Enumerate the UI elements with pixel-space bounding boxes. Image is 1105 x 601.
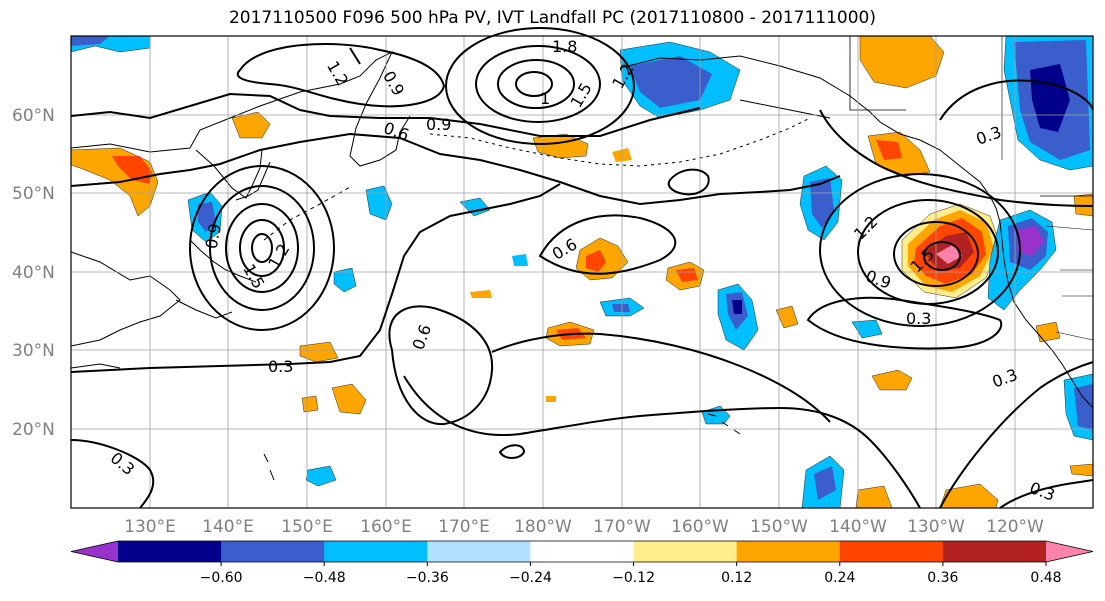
lon-label: 120°W	[986, 517, 1044, 537]
shading-layer	[70, 35, 1094, 509]
contour-label: 0.3	[906, 309, 931, 328]
colorbar-extend-min	[71, 541, 118, 562]
lon-label: 180°W	[514, 517, 572, 537]
lon-label: 170°E	[438, 517, 490, 537]
colorbar-cell	[221, 541, 325, 562]
colorbar-cell	[839, 541, 944, 562]
map-panel: 1.2 0.9 1.8 1.5 1 1.2 0.6 0.9 0.9 1.5 1.…	[70, 27, 1094, 509]
colorbar-tick-label: 0.36	[927, 570, 958, 586]
lon-label: 140°W	[829, 517, 887, 537]
lat-label: 30°N	[12, 341, 55, 361]
colorbar-tick-label: −0.24	[509, 570, 552, 586]
contour-label: 0.9	[202, 222, 225, 250]
contour-label: 1	[540, 89, 550, 108]
colorbar-tick-label: 0.24	[824, 570, 855, 586]
colorbar-tick-label: 0.12	[721, 570, 752, 586]
colorbar: −0.60 −0.48 −0.36 −0.24 −0.12 0.12 0.24 0.36 0.4…	[70, 540, 1094, 586]
colorbar-tick-label: 0.48	[1030, 570, 1061, 586]
lat-label: 20°N	[12, 420, 55, 440]
colorbar-cell	[118, 541, 222, 562]
lon-label: 140°E	[202, 517, 254, 537]
map-frame	[70, 35, 1094, 509]
latitude-labels: 60°N 50°N 40°N 30°N 20°N	[12, 106, 55, 440]
lon-label: 160°E	[360, 517, 412, 537]
longitude-labels: 130°E 140°E 150°E 160°E 170°E 180°W 170°…	[124, 517, 1044, 537]
contour-label: 0.9	[426, 115, 451, 134]
colorbar-cell	[942, 541, 1047, 562]
map-title: 2017110500 F096 500 hPa PV, IVT Landfall…	[228, 8, 876, 28]
lat-label: 50°N	[12, 184, 55, 204]
lon-label: 170°W	[593, 517, 651, 537]
colorbar-cell	[530, 541, 635, 562]
colorbar-cell	[633, 541, 738, 562]
lat-label: 40°N	[12, 263, 55, 283]
colorbar-tick-label: −0.36	[406, 570, 449, 586]
lon-label: 130°E	[124, 517, 176, 537]
colorbar-cell	[427, 541, 531, 562]
colorbar-tick-label: −0.60	[200, 570, 243, 586]
coastline-layer	[70, 36, 1094, 481]
colorbar-tick-label: −0.48	[303, 570, 346, 586]
lon-label: 130°W	[907, 517, 965, 537]
lat-label: 60°N	[12, 106, 55, 126]
colorbar-outline	[70, 540, 1094, 563]
contour-layer	[70, 27, 1094, 509]
colorbar-cell	[324, 541, 428, 562]
lon-label: 150°E	[281, 517, 333, 537]
colorbar-cell	[736, 541, 841, 562]
colorbar-extend-max	[1046, 541, 1093, 562]
lon-label: 150°W	[750, 517, 808, 537]
contour-label: 1.8	[552, 37, 577, 56]
lon-label: 160°W	[671, 517, 729, 537]
colorbar-tick-label: −0.12	[612, 570, 655, 586]
contour-label: 0.3	[268, 357, 293, 376]
